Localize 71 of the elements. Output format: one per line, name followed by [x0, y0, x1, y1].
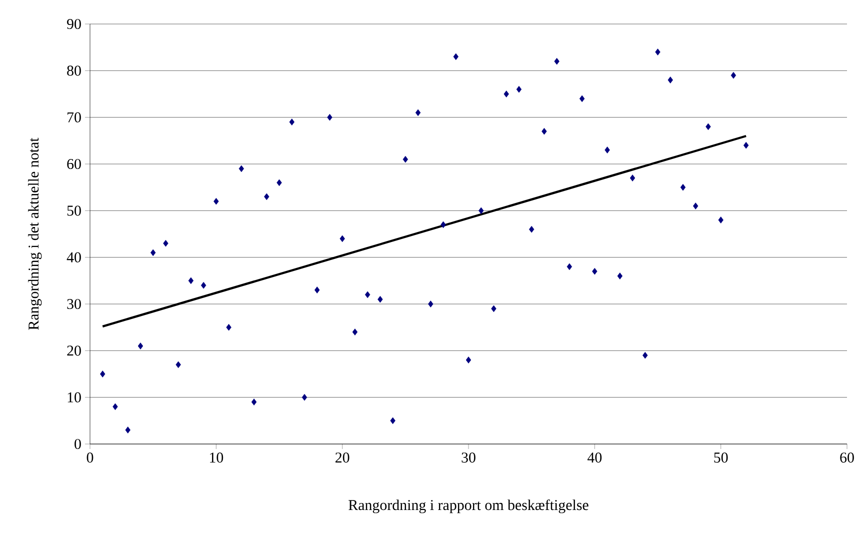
x-tick-label: 10 — [210, 452, 224, 463]
point — [604, 146, 610, 154]
y-tick-label: 30 — [67, 298, 81, 310]
point — [327, 114, 332, 121]
point — [415, 109, 421, 116]
x-tick-label: 0 — [86, 452, 94, 463]
point — [528, 226, 534, 233]
point — [440, 221, 446, 228]
x-tick-label: 50 — [714, 452, 728, 463]
point — [264, 193, 270, 200]
x-tick-label: 40 — [587, 452, 602, 463]
point — [340, 235, 345, 242]
point — [466, 356, 472, 364]
point — [630, 174, 636, 182]
point — [163, 240, 168, 247]
point — [138, 342, 144, 350]
point — [706, 123, 711, 130]
y-tick-label: 0 — [74, 438, 81, 450]
point — [314, 286, 320, 294]
point — [378, 296, 383, 303]
y-tick-label: 50 — [67, 206, 81, 216]
point — [214, 198, 219, 205]
x-axis-title: Rangordning i rapport om beskæftigelse — [348, 499, 588, 514]
point — [693, 202, 698, 210]
point — [200, 282, 206, 289]
point — [352, 328, 358, 336]
point — [592, 268, 598, 275]
point — [390, 417, 396, 424]
point — [516, 86, 522, 93]
point — [504, 90, 509, 98]
point — [150, 249, 156, 256]
point — [428, 300, 434, 308]
y-tick-label: 80 — [67, 66, 81, 76]
y-tick-label: 10 — [68, 392, 81, 402]
point — [125, 426, 130, 434]
point — [112, 403, 118, 410]
point — [743, 142, 749, 149]
point — [251, 398, 257, 406]
point — [579, 95, 585, 102]
point — [238, 165, 244, 172]
point — [402, 156, 408, 163]
point — [364, 291, 370, 298]
y-axis-title: Rangordning i det aktuelle notat — [28, 138, 42, 330]
point — [668, 76, 673, 84]
y-tick-label: 20 — [67, 346, 81, 356]
point — [730, 72, 736, 79]
point — [491, 305, 496, 312]
point — [566, 263, 572, 270]
point — [554, 58, 560, 65]
point — [226, 324, 232, 331]
point — [453, 53, 458, 60]
point — [542, 128, 547, 135]
y-tick-label: 90 — [67, 18, 81, 30]
y-tick-label: 40 — [66, 252, 81, 262]
point — [100, 370, 106, 378]
point — [642, 352, 648, 359]
point — [188, 277, 194, 284]
point — [302, 394, 308, 401]
point — [718, 216, 724, 224]
x-tick-label: 30 — [462, 452, 476, 463]
point — [617, 272, 623, 280]
point — [176, 361, 181, 368]
y-tick-label: 70 — [68, 112, 81, 122]
point — [478, 207, 484, 214]
x-tick-label: 60 — [840, 452, 854, 463]
point — [289, 118, 294, 126]
y-tick-label: 60 — [67, 158, 81, 170]
point — [276, 179, 282, 186]
point — [680, 184, 686, 191]
x-tick-label: 20 — [336, 452, 350, 463]
point — [655, 48, 660, 56]
